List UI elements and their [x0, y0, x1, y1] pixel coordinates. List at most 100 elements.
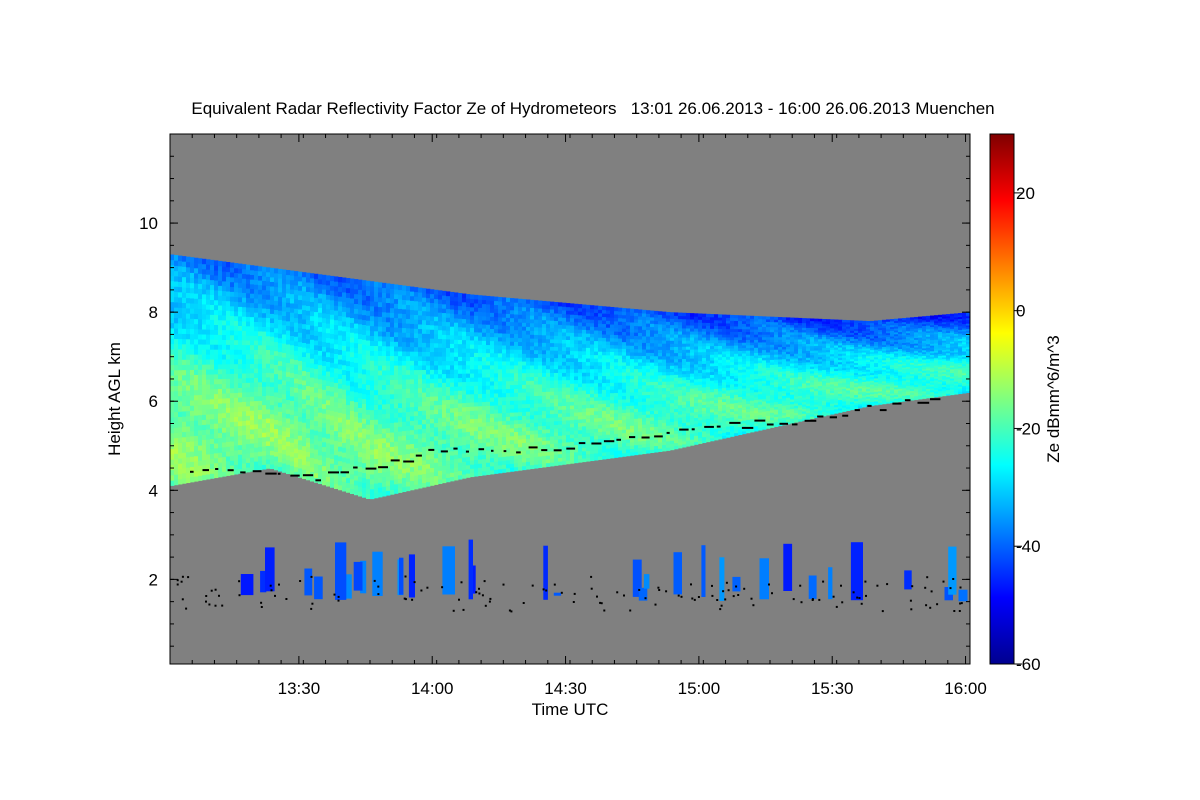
reflectivity-cell [482, 299, 487, 305]
reflectivity-cell [170, 364, 175, 371]
reflectivity-cell [390, 432, 395, 438]
reflectivity-cell [350, 415, 355, 421]
reflectivity-cell [418, 447, 423, 453]
reflectivity-cell [526, 395, 531, 401]
reflectivity-cell [446, 330, 451, 336]
reflectivity-cell [286, 316, 291, 322]
reflectivity-cell [210, 369, 215, 375]
reflectivity-cell [538, 357, 543, 362]
reflectivity-cell [226, 373, 231, 379]
reflectivity-cell [534, 376, 539, 381]
reflectivity-cell [254, 391, 259, 397]
reflectivity-cell [322, 379, 327, 386]
reflectivity-cell [310, 287, 315, 293]
reflectivity-cell [282, 315, 287, 321]
reflectivity-cell [462, 415, 467, 420]
reflectivity-cell [418, 383, 423, 389]
reflectivity-cell [330, 391, 335, 397]
reflectivity-cell [206, 399, 211, 405]
reflectivity-cell [566, 317, 571, 322]
reflectivity-cell [374, 448, 379, 455]
reflectivity-cell [454, 309, 459, 315]
reflectivity-cell [210, 433, 215, 440]
reflectivity-cell [270, 336, 275, 342]
reflectivity-cell [230, 305, 235, 312]
reflectivity-cell [334, 290, 339, 297]
reflectivity-cell [558, 346, 563, 351]
reflectivity-cell [178, 349, 183, 355]
reflectivity-cell [578, 390, 583, 395]
reflectivity-cell [330, 434, 335, 440]
reflectivity-cell [314, 401, 319, 407]
reflectivity-cell [594, 309, 599, 313]
reflectivity-cell [554, 376, 559, 381]
reflectivity-cell [450, 317, 455, 323]
reflectivity-cell [566, 376, 571, 381]
reflectivity-cell [598, 456, 603, 460]
reflectivity-cell [186, 472, 191, 478]
reflectivity-cell [390, 307, 395, 313]
reflectivity-cell [562, 324, 567, 329]
reflectivity-cell [434, 431, 439, 437]
reflectivity-cell [562, 339, 567, 344]
reflectivity-cell [354, 455, 359, 461]
reflectivity-cell [450, 356, 455, 362]
reflectivity-cell [358, 392, 363, 399]
reflectivity-cell [462, 352, 467, 357]
reflectivity-cell [590, 368, 595, 373]
reflectivity-cell [254, 326, 259, 332]
reflectivity-cell [510, 455, 515, 460]
reflectivity-cell [314, 316, 319, 322]
reflectivity-cell [478, 405, 483, 411]
reflectivity-cell [586, 322, 591, 327]
reflectivity-cell [490, 397, 495, 402]
reflectivity-cell [426, 477, 431, 483]
reflectivity-cell [266, 404, 271, 410]
reflectivity-cell [374, 360, 379, 366]
reflectivity-cell [446, 473, 451, 478]
reflectivity-cell [474, 323, 479, 329]
reflectivity-cell [490, 417, 495, 422]
reflectivity-cell [290, 321, 295, 327]
reflectivity-cell [350, 298, 355, 304]
reflectivity-cell [306, 409, 311, 415]
reflectivity-cell [278, 360, 283, 366]
reflectivity-cell [514, 412, 519, 417]
reflectivity-cell [438, 435, 443, 441]
reflectivity-cell [170, 417, 175, 423]
reflectivity-cell [242, 453, 247, 459]
reflectivity-cell [578, 350, 583, 355]
reflectivity-cell [454, 335, 459, 340]
reflectivity-cell [474, 381, 479, 386]
reflectivity-cell [578, 455, 583, 460]
reflectivity-cell [266, 308, 271, 314]
reflectivity-cell [298, 374, 303, 380]
reflectivity-cell [210, 294, 215, 300]
reflectivity-cell [414, 420, 419, 426]
reflectivity-cell [514, 466, 519, 472]
reflectivity-cell [230, 310, 235, 316]
reflectivity-cell [374, 340, 379, 347]
reflectivity-cell [190, 379, 195, 386]
reflectivity-cell [362, 393, 367, 400]
reflectivity-cell [402, 290, 407, 296]
reflectivity-cell [290, 335, 295, 341]
reflectivity-cell [378, 423, 383, 430]
reflectivity-cell [542, 444, 547, 449]
reflectivity-cell [394, 289, 399, 295]
reflectivity-cell [266, 299, 271, 305]
reflectivity-cell [210, 264, 215, 271]
reflectivity-cell [546, 301, 551, 306]
reflectivity-cell [418, 342, 423, 348]
reflectivity-cell [258, 363, 263, 369]
reflectivity-cell [374, 301, 379, 307]
reflectivity-cell [322, 384, 327, 390]
reflectivity-cell [434, 329, 439, 335]
reflectivity-cell [338, 407, 343, 413]
reflectivity-cell [246, 391, 251, 397]
reflectivity-cell [614, 310, 619, 315]
reflectivity-cell [282, 444, 287, 450]
reflectivity-cell [466, 464, 471, 470]
reflectivity-cell [458, 470, 463, 476]
reflectivity-cell [198, 268, 203, 274]
